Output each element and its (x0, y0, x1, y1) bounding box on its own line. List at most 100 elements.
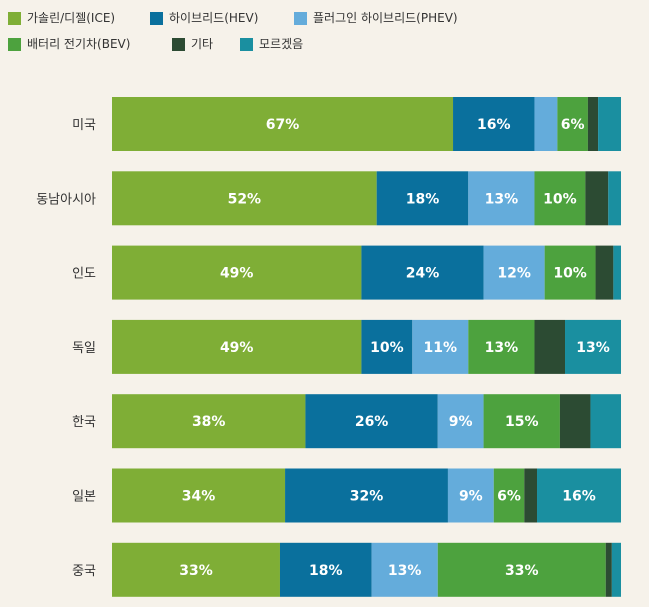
data-label: 6% (561, 117, 585, 133)
legend-label: 기타 (191, 37, 213, 51)
legend-swatch (150, 12, 163, 25)
data-label: 32% (350, 489, 384, 505)
bar-segment (112, 97, 454, 151)
bar-segment (493, 468, 525, 523)
data-label: 38% (192, 414, 226, 430)
bar-segment (595, 245, 614, 300)
data-label: 34% (182, 489, 216, 505)
legend-item: 가솔린/디젤(ICE) (8, 11, 115, 25)
legend: 가솔린/디젤(ICE) 하이브리드(HEV) 플러그인 하이브리드(PHEV) 배터리… (8, 11, 458, 51)
bar-segment (534, 171, 586, 226)
legend-swatch (172, 38, 185, 51)
bar-segment (537, 468, 621, 523)
bar-segment (112, 171, 377, 226)
legend-swatch (294, 12, 307, 25)
bar-segment (112, 394, 306, 449)
bar-segment (112, 319, 362, 374)
data-label: 26% (355, 414, 389, 430)
legend-item: 배터리 전기차(BEV) (8, 37, 130, 51)
bar-segment (468, 171, 535, 226)
data-label: 33% (179, 563, 213, 579)
data-label: 52% (228, 191, 262, 207)
category-label: 미국 (72, 118, 96, 133)
bar-segment (611, 542, 621, 597)
bar-segment (483, 394, 560, 449)
data-label: 16% (562, 489, 596, 505)
data-label: 13% (485, 191, 519, 207)
bar-segment (544, 245, 596, 300)
data-label: 11% (424, 340, 458, 356)
legend-label: 플러그인 하이브리드(PHEV) (313, 11, 458, 25)
data-label: 33% (505, 563, 539, 579)
legend-label: 배터리 전기차(BEV) (27, 37, 130, 51)
legend-item: 기타 (172, 37, 213, 51)
data-label: 49% (220, 266, 254, 282)
bar-segment (437, 542, 606, 597)
data-label: 10% (553, 266, 587, 282)
bar-segment (371, 542, 438, 597)
bar-segment (587, 97, 599, 151)
legend-label: 하이브리드(HEV) (169, 11, 258, 25)
bar-segment (585, 171, 609, 226)
bar-segment (590, 394, 621, 449)
bar-segment (565, 319, 621, 374)
legend-swatch (240, 38, 253, 51)
data-label: 16% (477, 117, 511, 133)
bar-segment (112, 542, 280, 597)
bar-segment (559, 394, 591, 449)
bar-segment (608, 171, 621, 226)
bar-segment (279, 542, 372, 597)
data-label: 10% (370, 340, 404, 356)
legend-swatch (8, 12, 21, 25)
category-label: 인도 (72, 267, 96, 282)
bar-segment (468, 319, 535, 374)
bar-segment (605, 542, 612, 597)
legend-swatch (8, 38, 21, 51)
bar-segment (361, 319, 413, 374)
bar-segment (598, 97, 621, 151)
data-label: 67% (266, 117, 300, 133)
category-label: 동남아시아 (36, 192, 96, 207)
category-label: 한국 (72, 415, 96, 430)
bar-segment (483, 245, 545, 300)
data-label: 15% (505, 414, 539, 430)
bar-segment (361, 245, 484, 300)
bar-segment (534, 97, 558, 151)
bar-segment (437, 394, 484, 449)
category-label: 중국 (72, 564, 96, 579)
bar-segment (112, 468, 286, 523)
legend-label: 모르겠음 (259, 37, 303, 51)
bar-segment (285, 468, 448, 523)
data-label: 13% (576, 340, 610, 356)
category-label: 독일 (72, 341, 96, 356)
bar-segment (376, 171, 469, 226)
data-label: 18% (309, 563, 343, 579)
bar-segment (447, 468, 494, 523)
data-label: 10% (543, 191, 577, 207)
bar-segment (453, 97, 535, 151)
bar-segment (613, 245, 621, 300)
data-label: 18% (406, 191, 440, 207)
bars: 67% 16% 6% 52% 18% 13% 10% 49% 24% 12% 10% 49% 10% 11… (112, 97, 621, 597)
legend-item: 플러그인 하이브리드(PHEV) (294, 11, 458, 25)
bar-segment (524, 468, 538, 523)
bar-segment (534, 319, 566, 374)
legend-item: 모르겠음 (240, 37, 303, 51)
data-label: 9% (459, 489, 483, 505)
data-label: 13% (388, 563, 422, 579)
data-label: 6% (497, 489, 521, 505)
bar-segment (557, 97, 588, 151)
data-label: 49% (220, 340, 254, 356)
bar-segment (112, 245, 362, 300)
legend-item: 하이브리드(HEV) (150, 11, 258, 25)
bar-segment (412, 319, 469, 374)
data-label: 13% (485, 340, 519, 356)
data-label: 12% (497, 266, 531, 282)
legend-label: 가솔린/디젤(ICE) (27, 11, 115, 25)
data-label: 9% (449, 414, 473, 430)
bar-segment (305, 394, 438, 449)
category-label: 일본 (72, 490, 96, 505)
data-label: 24% (406, 266, 440, 282)
